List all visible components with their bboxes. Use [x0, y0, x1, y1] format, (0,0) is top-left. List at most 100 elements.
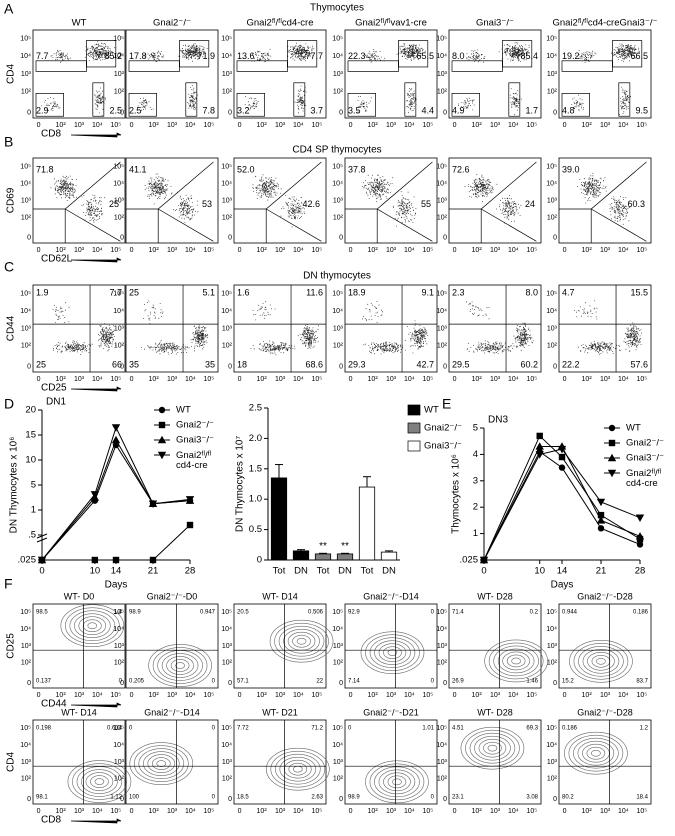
gate	[561, 93, 590, 117]
quadrant-value: 7.7	[36, 51, 49, 61]
gate	[561, 60, 613, 72]
x-tick-label: 10³	[167, 376, 178, 383]
quadrant-value: 17.8	[129, 51, 147, 61]
y-tick-label: 0	[27, 235, 31, 242]
y-tick-label: 10⁴	[332, 53, 343, 60]
gate	[398, 40, 429, 68]
x-tick-label: 0	[37, 808, 41, 815]
y-tick-label: .025	[18, 555, 37, 566]
plot-title: WT- D0	[64, 591, 95, 601]
significance: **	[319, 541, 327, 552]
x-tick-label: 10³	[275, 122, 286, 129]
plot-frame	[344, 157, 438, 244]
y-tick-label: 10⁴	[113, 308, 124, 315]
y-tick-label: 10⁴	[546, 53, 557, 60]
quadrant-value: 68.6	[305, 359, 323, 369]
x-tick-label: 10⁵	[110, 247, 121, 254]
y-tick-label: 10²	[21, 660, 32, 667]
x-tick-label: 10⁴	[404, 247, 415, 254]
x-tick-label: 10²	[472, 122, 483, 129]
contour	[564, 731, 628, 775]
contour	[577, 740, 615, 766]
y-tick-label: 10²	[114, 776, 125, 783]
plot-title: Gnai2ᶠˡ/ᶠˡcd4-cre	[246, 18, 313, 29]
x-tick-label: 10³	[600, 376, 611, 383]
x-tick-label: DN	[294, 566, 308, 577]
gate	[236, 60, 288, 72]
y-tick-label: 0	[228, 110, 232, 117]
quadrant-value: 4.7	[562, 287, 575, 297]
x-tick-label: 10³	[386, 247, 397, 254]
y-tick-label: 0	[553, 235, 557, 242]
chart-title: DN1	[46, 397, 66, 408]
plot-frame	[558, 284, 652, 373]
y-tick-label: 10⁴	[20, 180, 31, 187]
quadrant-value: 15.2	[562, 679, 574, 685]
contour	[133, 745, 189, 782]
plot-title: Gnai2⁻/⁻-D28	[577, 707, 633, 717]
x-tick-label: 10³	[275, 247, 286, 254]
y-tick-label: 15	[25, 430, 36, 441]
y-tick-label: 10⁵	[332, 291, 343, 298]
density-dots	[144, 173, 199, 223]
quadrant-value: 7.72	[237, 726, 249, 732]
y-tick-label: 10²	[21, 776, 32, 783]
plot-title: Gnai2ᶠˡ/ᶠˡvav1-cre	[355, 18, 427, 29]
y-tick-label: 10⁵	[20, 291, 31, 298]
contour	[360, 631, 425, 674]
y-tick-label: 10²	[547, 214, 558, 221]
gate	[451, 93, 480, 117]
flow-plot: 00 10² 10² 10³ 10³ 10⁴ 10⁴ 10⁵ 10⁵ 17.8 71.9 2.5 7.8…	[113, 18, 219, 129]
contour	[288, 762, 308, 776]
quadrant-value: 66	[112, 359, 122, 369]
quadrant-value: 98.9	[129, 610, 141, 616]
plot-frame	[233, 157, 327, 244]
y-tick-label: 10³	[547, 197, 558, 204]
y-tick-label: 10⁴	[332, 626, 343, 633]
x-tick-label: 10⁵	[636, 808, 647, 815]
data-point	[90, 491, 100, 499]
y-tick-label: 0	[120, 235, 124, 242]
y-tick-label: 10⁴	[113, 180, 124, 187]
y-tick-label: 10⁵	[20, 163, 31, 170]
x-tick-label: 10³	[600, 247, 611, 254]
y-tick-label: 0	[27, 364, 31, 371]
quadrant-value: 0	[129, 726, 133, 732]
legend-marker	[607, 453, 617, 462]
contour	[152, 647, 208, 684]
contour	[142, 751, 180, 776]
quadrant-value: 29.5	[452, 359, 470, 369]
plot-title: Gnai2⁻/⁻-D14	[144, 707, 200, 717]
quadrant-value: 0	[212, 726, 216, 732]
flow-plot: 0 0 10² 10² 10³ 10³ 10⁴ 10⁴ 10⁵ 10⁵ 98.9 0.947 0.205…	[113, 591, 219, 699]
contour	[138, 748, 185, 779]
data-point	[148, 500, 158, 508]
y-axis-label: CD69	[6, 187, 17, 213]
x-tick-label: 10⁴	[293, 122, 304, 129]
y-tick-label: 0	[228, 364, 232, 371]
contour	[365, 634, 420, 671]
contour	[378, 769, 416, 795]
y-tick-label: 10³	[114, 197, 125, 204]
x-tick-label: 10³	[600, 122, 611, 129]
quadrant-value: 19.2	[562, 51, 580, 61]
y-tick-label: 10²	[222, 88, 233, 95]
x-tick-label: 21	[148, 566, 159, 577]
y-tick-label: 10⁴	[113, 53, 124, 60]
y-tick-label: 10³	[21, 643, 32, 650]
x-tick-label: 10²	[368, 122, 379, 129]
x-tick-label: 10⁵	[422, 122, 433, 129]
contour	[74, 613, 111, 639]
contour	[60, 604, 125, 648]
x-tick-label: 10³	[386, 808, 397, 815]
quadrant-value: 92.9	[348, 610, 360, 616]
gate	[293, 82, 306, 117]
y-tick-label: 10⁵	[113, 36, 124, 43]
quadrant-value: 4.9	[452, 105, 465, 115]
y-tick-label: 10⁴	[332, 742, 343, 749]
y-tick-label: 10²	[114, 343, 125, 350]
panel-title: DN thymocytes	[303, 271, 371, 282]
x-tick-label: 10²	[472, 808, 483, 815]
